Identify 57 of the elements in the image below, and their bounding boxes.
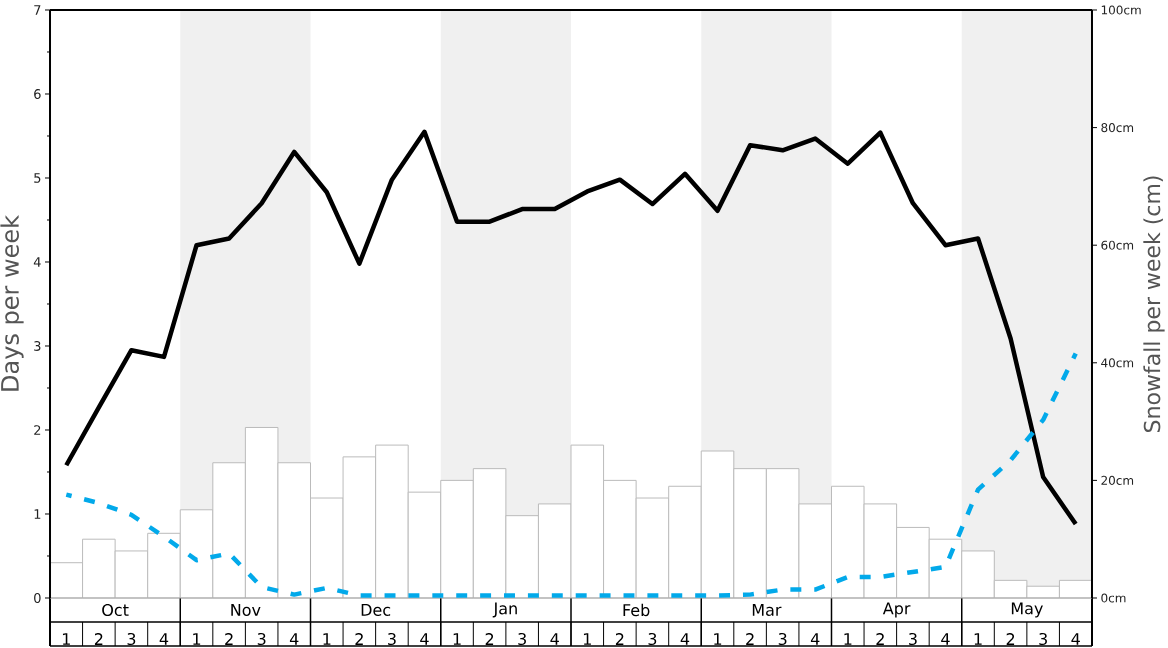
x-tick-label: 4 <box>1071 633 1080 645</box>
x-tick-label: 1 <box>844 633 852 645</box>
x-tick-label: 4 <box>680 633 690 645</box>
y2-axis-title: Snowfall per week (cm) <box>1143 176 1165 432</box>
y-tick-label: 7 <box>34 5 41 15</box>
x-tick-label: 3 <box>1039 632 1047 646</box>
x-tick-label: 2 <box>876 633 884 645</box>
y-tick-label: 0 <box>34 593 41 603</box>
y2-tick-label: 40cm <box>1101 358 1134 368</box>
x-tick-label: 3 <box>518 632 526 646</box>
y-tick-label: 2 <box>34 425 41 435</box>
x-tick-label: 2 <box>1006 633 1015 645</box>
x-tick-label: 2 <box>225 633 233 645</box>
x-tick-label: 4 <box>420 633 429 645</box>
x-tick-label: 1 <box>193 633 201 645</box>
text: Oct <box>102 603 129 617</box>
text: Feb <box>623 603 650 617</box>
x-tick-label: 1 <box>974 633 982 645</box>
x-tick-label: 3 <box>257 632 266 646</box>
x-tick-label: 2 <box>615 633 624 645</box>
y-tick-label: 3 <box>34 341 41 351</box>
y-tick-label: 6 <box>34 89 41 99</box>
x-tick-label: 4 <box>810 633 820 645</box>
text: Apr <box>882 602 911 618</box>
x-tick-label: 2 <box>485 633 494 645</box>
text: Mar <box>752 604 782 616</box>
x-tick-label: 1 <box>62 633 70 645</box>
x-tick-label: 1 <box>323 633 331 645</box>
x-tick-label: 1 <box>583 633 591 645</box>
text: Nov <box>231 604 261 616</box>
x-tick-label: 3 <box>388 632 396 646</box>
line-series <box>64 129 1078 527</box>
x-tick-label: 2 <box>746 633 754 645</box>
x-tick-label: 2 <box>94 633 103 645</box>
y-tick-label: 1 <box>34 509 41 519</box>
text: May <box>1011 602 1043 618</box>
text: Dec <box>361 604 391 616</box>
text: Jan <box>492 602 517 618</box>
x-tick-label: 3 <box>778 632 787 646</box>
x-tick-label: 3 <box>127 632 136 646</box>
x-tick-label: 4 <box>159 633 169 645</box>
y2-tick-label: 0cm <box>1101 593 1126 603</box>
y-tick-label: 5 <box>34 173 41 183</box>
y-axis-title: Days per week <box>0 215 24 391</box>
x-tick-label: 1 <box>453 633 461 645</box>
x-tick-label: 4 <box>289 633 299 645</box>
x-tick-label: 4 <box>550 633 559 645</box>
y-tick-label: 4 <box>33 257 41 267</box>
y2-tick-label: 20cm <box>1101 475 1134 485</box>
x-tick-label: 2 <box>355 633 363 645</box>
y2-tick-label: 100cm <box>1101 5 1141 15</box>
y2-tick-label: 60cm <box>1101 240 1134 250</box>
x-tick-label: 3 <box>648 632 657 646</box>
x-tick-label: 1 <box>714 633 722 645</box>
x-tick-label: 3 <box>909 632 917 646</box>
y2-tick-label: 80cm <box>1101 123 1134 133</box>
x-tick-label: 4 <box>941 633 950 645</box>
